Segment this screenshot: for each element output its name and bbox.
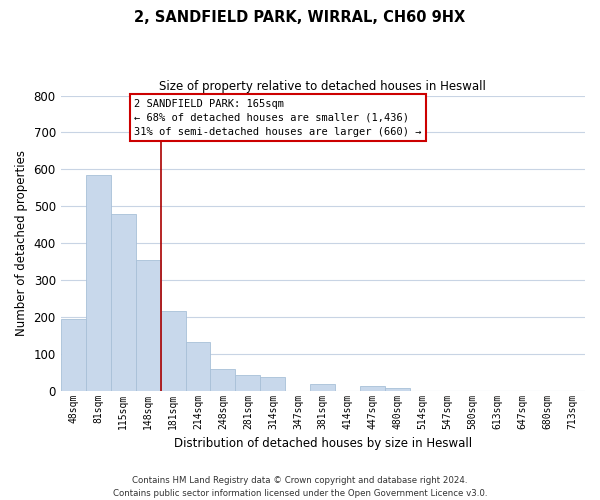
- Y-axis label: Number of detached properties: Number of detached properties: [15, 150, 28, 336]
- Bar: [110, 214, 136, 390]
- Text: 2 SANDFIELD PARK: 165sqm
← 68% of detached houses are smaller (1,436)
31% of sem: 2 SANDFIELD PARK: 165sqm ← 68% of detach…: [134, 98, 422, 136]
- Bar: [360, 386, 385, 390]
- Bar: [310, 384, 335, 390]
- Bar: [235, 375, 260, 390]
- Bar: [161, 310, 185, 390]
- Title: Size of property relative to detached houses in Heswall: Size of property relative to detached ho…: [160, 80, 486, 93]
- Bar: [385, 388, 410, 390]
- X-axis label: Distribution of detached houses by size in Heswall: Distribution of detached houses by size …: [174, 437, 472, 450]
- Bar: [211, 368, 235, 390]
- Bar: [86, 175, 110, 390]
- Bar: [185, 342, 211, 390]
- Bar: [61, 320, 86, 390]
- Bar: [260, 377, 286, 390]
- Text: Contains HM Land Registry data © Crown copyright and database right 2024.
Contai: Contains HM Land Registry data © Crown c…: [113, 476, 487, 498]
- Bar: [136, 260, 161, 390]
- Text: 2, SANDFIELD PARK, WIRRAL, CH60 9HX: 2, SANDFIELD PARK, WIRRAL, CH60 9HX: [134, 10, 466, 25]
